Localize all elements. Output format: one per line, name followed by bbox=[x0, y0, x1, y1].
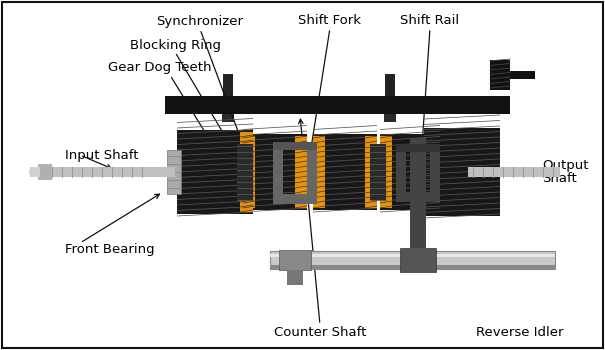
Bar bbox=[396, 144, 440, 152]
Bar bbox=[243, 136, 255, 208]
Text: Shift Rail: Shift Rail bbox=[401, 14, 460, 27]
Text: Synchronizer: Synchronizer bbox=[157, 15, 243, 28]
Text: Shaft: Shaft bbox=[542, 172, 577, 184]
Bar bbox=[380, 134, 440, 210]
Bar bbox=[430, 145, 440, 200]
Ellipse shape bbox=[29, 167, 39, 177]
Bar bbox=[273, 194, 317, 204]
Bar bbox=[313, 134, 377, 210]
Bar bbox=[313, 136, 325, 208]
Bar bbox=[410, 138, 426, 248]
Bar bbox=[223, 74, 233, 96]
Bar bbox=[243, 134, 307, 210]
Bar bbox=[468, 167, 560, 177]
Bar bbox=[370, 144, 386, 200]
Bar bbox=[279, 250, 311, 270]
Bar bbox=[240, 132, 253, 212]
Bar bbox=[380, 136, 392, 208]
Bar bbox=[165, 96, 510, 114]
Text: Blocking Ring: Blocking Ring bbox=[129, 38, 220, 51]
Bar bbox=[170, 166, 500, 178]
Bar bbox=[167, 150, 181, 194]
Bar bbox=[270, 265, 555, 269]
Bar bbox=[222, 114, 234, 122]
Text: Reverse Idler: Reverse Idler bbox=[476, 326, 564, 338]
Bar bbox=[396, 192, 440, 202]
Bar bbox=[365, 136, 377, 208]
Text: Output: Output bbox=[542, 159, 589, 172]
Bar bbox=[30, 167, 40, 177]
Bar bbox=[270, 254, 555, 257]
Bar bbox=[273, 142, 317, 150]
Bar bbox=[295, 136, 307, 208]
Bar bbox=[48, 167, 175, 177]
Bar bbox=[273, 144, 283, 202]
Bar bbox=[270, 251, 555, 269]
Bar bbox=[400, 248, 436, 272]
Text: Gear Dog Teeth: Gear Dog Teeth bbox=[108, 62, 212, 75]
Text: Counter Shaft: Counter Shaft bbox=[274, 326, 366, 338]
Bar bbox=[384, 114, 396, 122]
Text: Front Bearing: Front Bearing bbox=[65, 244, 155, 257]
Bar bbox=[490, 71, 535, 79]
Bar bbox=[177, 130, 253, 214]
Bar bbox=[396, 145, 406, 200]
Bar bbox=[237, 144, 253, 200]
Text: Shift Fork: Shift Fork bbox=[298, 14, 362, 27]
Bar bbox=[490, 60, 510, 90]
Bar bbox=[307, 144, 317, 202]
Bar bbox=[424, 128, 500, 216]
Bar bbox=[287, 270, 303, 285]
Bar bbox=[385, 74, 395, 96]
Text: Input Shaft: Input Shaft bbox=[65, 148, 139, 161]
Bar bbox=[38, 164, 52, 180]
